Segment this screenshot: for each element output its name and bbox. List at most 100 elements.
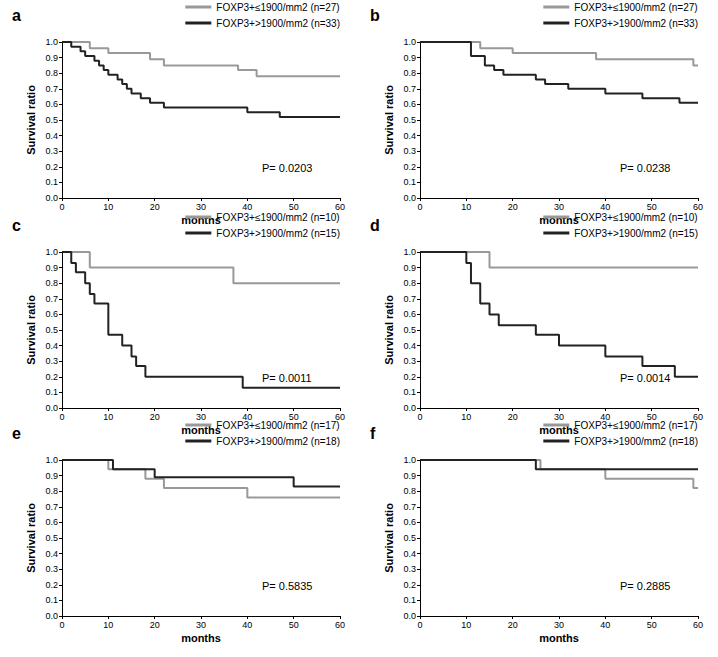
svg-text:FOXP3+≤1900/mm2 (n=10): FOXP3+≤1900/mm2 (n=10) <box>216 212 339 223</box>
svg-text:0.5: 0.5 <box>403 325 416 335</box>
svg-text:20: 20 <box>508 202 518 212</box>
svg-text:FOXP3+>1900/mm2 (n=15): FOXP3+>1900/mm2 (n=15) <box>574 228 698 239</box>
svg-text:0.3: 0.3 <box>45 146 58 156</box>
svg-text:b: b <box>370 7 380 24</box>
svg-text:FOXP3+≤1900/mm2 (n=27): FOXP3+≤1900/mm2 (n=27) <box>574 2 697 13</box>
svg-text:0.1: 0.1 <box>45 177 58 187</box>
svg-text:10: 10 <box>461 412 471 422</box>
svg-text:0.9: 0.9 <box>403 263 416 273</box>
svg-text:0.8: 0.8 <box>45 278 58 288</box>
svg-text:0.7: 0.7 <box>45 502 58 512</box>
svg-text:Survival ratio: Survival ratio <box>25 295 37 365</box>
svg-text:months: months <box>539 424 579 436</box>
svg-text:20: 20 <box>508 412 518 422</box>
svg-text:0.5: 0.5 <box>45 115 58 125</box>
svg-text:0.2: 0.2 <box>403 580 416 590</box>
svg-text:Survival ratio: Survival ratio <box>25 85 37 155</box>
svg-text:0.0: 0.0 <box>45 403 58 413</box>
svg-text:0.8: 0.8 <box>403 486 416 496</box>
svg-text:50: 50 <box>647 620 657 630</box>
svg-text:FOXP3+>1900/mm2 (n=33): FOXP3+>1900/mm2 (n=33) <box>574 18 698 29</box>
svg-text:a: a <box>12 7 21 24</box>
svg-text:FOXP3+>1900/mm2 (n=18): FOXP3+>1900/mm2 (n=18) <box>574 436 698 447</box>
svg-text:20: 20 <box>508 620 518 630</box>
svg-text:0.6: 0.6 <box>45 309 58 319</box>
svg-text:40: 40 <box>242 620 252 630</box>
svg-text:30: 30 <box>554 202 564 212</box>
svg-text:months: months <box>539 632 579 644</box>
svg-text:30: 30 <box>196 412 206 422</box>
svg-text:months: months <box>181 214 221 226</box>
svg-text:0.2: 0.2 <box>403 372 416 382</box>
svg-text:20: 20 <box>150 620 160 630</box>
svg-text:0.3: 0.3 <box>403 146 416 156</box>
svg-text:0: 0 <box>417 620 422 630</box>
svg-text:0: 0 <box>59 412 64 422</box>
svg-text:FOXP3+≤1900/mm2 (n=10): FOXP3+≤1900/mm2 (n=10) <box>574 212 697 223</box>
svg-text:60: 60 <box>335 620 345 630</box>
svg-text:0.5: 0.5 <box>45 325 58 335</box>
svg-text:0.1: 0.1 <box>403 595 416 605</box>
svg-text:0.6: 0.6 <box>45 99 58 109</box>
svg-text:10: 10 <box>461 202 471 212</box>
svg-text:0.5: 0.5 <box>403 115 416 125</box>
svg-text:0.6: 0.6 <box>403 99 416 109</box>
svg-text:0.8: 0.8 <box>403 68 416 78</box>
svg-text:0.4: 0.4 <box>45 341 58 351</box>
svg-text:20: 20 <box>150 202 160 212</box>
svg-text:1.0: 1.0 <box>403 247 416 257</box>
svg-text:0: 0 <box>59 202 64 212</box>
svg-text:0.2: 0.2 <box>45 580 58 590</box>
svg-text:0.7: 0.7 <box>403 84 416 94</box>
svg-text:0.8: 0.8 <box>45 486 58 496</box>
svg-text:30: 30 <box>554 412 564 422</box>
svg-text:FOXP3+>1900/mm2 (n=33): FOXP3+>1900/mm2 (n=33) <box>216 18 340 29</box>
svg-text:0.4: 0.4 <box>403 131 416 141</box>
svg-text:Survival ratio: Survival ratio <box>383 295 395 365</box>
svg-text:0.0: 0.0 <box>403 611 416 621</box>
svg-text:0.9: 0.9 <box>45 53 58 63</box>
svg-text:50: 50 <box>289 202 299 212</box>
svg-text:0.9: 0.9 <box>45 263 58 273</box>
svg-text:0.4: 0.4 <box>45 131 58 141</box>
svg-text:0.2: 0.2 <box>403 162 416 172</box>
svg-text:months: months <box>181 424 221 436</box>
svg-text:0: 0 <box>417 412 422 422</box>
svg-text:0.4: 0.4 <box>403 341 416 351</box>
svg-text:0.5: 0.5 <box>45 533 58 543</box>
svg-text:FOXP3+≤1900/mm2 (n=17): FOXP3+≤1900/mm2 (n=17) <box>216 420 339 431</box>
svg-text:P= 0.2885: P= 0.2885 <box>620 580 670 592</box>
svg-text:0.6: 0.6 <box>403 517 416 527</box>
svg-text:60: 60 <box>693 202 703 212</box>
svg-text:40: 40 <box>600 202 610 212</box>
svg-text:10: 10 <box>103 620 113 630</box>
svg-text:10: 10 <box>461 620 471 630</box>
svg-text:30: 30 <box>196 202 206 212</box>
svg-text:1.0: 1.0 <box>45 37 58 47</box>
svg-text:e: e <box>12 425 21 442</box>
svg-text:20: 20 <box>150 412 160 422</box>
svg-text:0.7: 0.7 <box>45 84 58 94</box>
svg-text:0.9: 0.9 <box>45 471 58 481</box>
svg-text:10: 10 <box>103 412 113 422</box>
svg-text:0: 0 <box>59 620 64 630</box>
svg-text:60: 60 <box>693 620 703 630</box>
svg-text:d: d <box>370 217 380 234</box>
svg-text:FOXP3+>1900/mm2 (n=18): FOXP3+>1900/mm2 (n=18) <box>216 436 340 447</box>
svg-text:0.7: 0.7 <box>403 294 416 304</box>
svg-text:1.0: 1.0 <box>403 455 416 465</box>
svg-text:50: 50 <box>647 202 657 212</box>
svg-text:0.1: 0.1 <box>45 387 58 397</box>
svg-text:0.5: 0.5 <box>403 533 416 543</box>
svg-text:50: 50 <box>289 620 299 630</box>
svg-text:months: months <box>181 632 221 644</box>
svg-text:0.6: 0.6 <box>403 309 416 319</box>
svg-text:Survival ratio: Survival ratio <box>383 85 395 155</box>
svg-text:0.9: 0.9 <box>403 471 416 481</box>
svg-text:P= 0.0238: P= 0.0238 <box>620 162 670 174</box>
svg-text:0.7: 0.7 <box>45 294 58 304</box>
svg-text:30: 30 <box>196 620 206 630</box>
svg-text:0.0: 0.0 <box>45 193 58 203</box>
svg-text:0.7: 0.7 <box>403 502 416 512</box>
svg-text:FOXP3+≤1900/mm2 (n=17): FOXP3+≤1900/mm2 (n=17) <box>574 420 697 431</box>
